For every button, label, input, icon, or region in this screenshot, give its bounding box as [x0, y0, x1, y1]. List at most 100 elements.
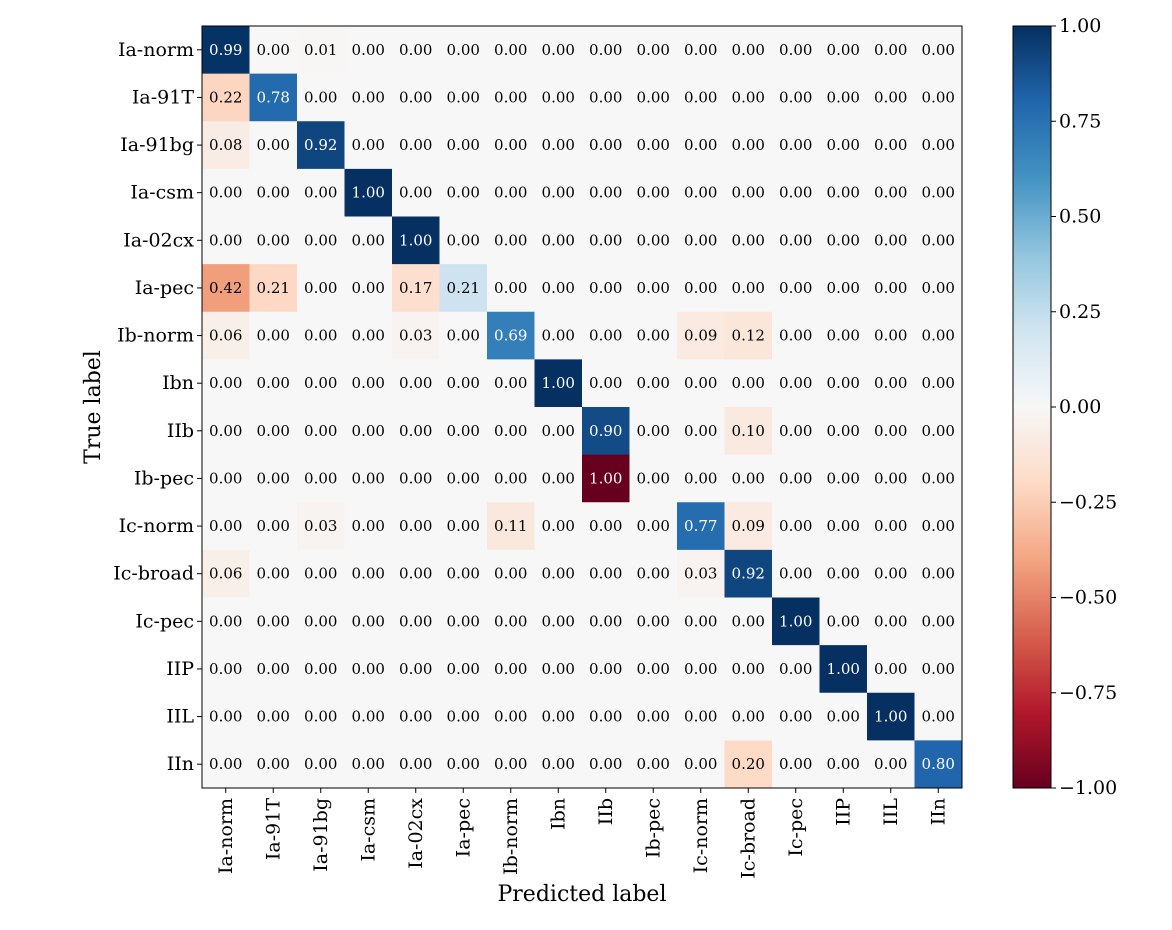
cell-value-label: 0.00: [542, 327, 575, 345]
cell-value-label: 0.00: [922, 136, 955, 154]
cell-value-label: 0.00: [874, 41, 907, 59]
heatmap-cell: [724, 168, 773, 217]
cell-value-label: 0.00: [779, 517, 812, 535]
heatmap-cell: [487, 73, 535, 122]
heatmap-cell: [677, 264, 725, 313]
heatmap-cell: [202, 216, 250, 265]
heatmap-cell: [582, 740, 630, 789]
cell-value-label: 0.00: [257, 184, 290, 202]
cell-value-label: 0.00: [827, 327, 860, 345]
heatmap-cell: [724, 264, 773, 313]
heatmap-cell: [914, 645, 963, 694]
heatmap-cell: [439, 645, 488, 694]
cell-value-label: 0.00: [494, 41, 527, 59]
cell-value-label: 0.00: [494, 469, 527, 487]
cell-value-label: 0.00: [684, 660, 717, 678]
heatmap-cell: [724, 407, 773, 456]
cell-value-label: 0.00: [352, 469, 385, 487]
cell-value-label: 0.00: [637, 422, 670, 440]
heatmap-cell: [582, 311, 630, 360]
heatmap-cell: [439, 407, 488, 456]
heatmap-cell: [867, 26, 915, 75]
cell-value-label: 0.00: [684, 612, 717, 630]
cell-value-label: 0.00: [922, 374, 955, 392]
heatmap-cell: [534, 692, 583, 741]
cell-value-label: 0.00: [447, 136, 480, 154]
heatmap-cell: [582, 645, 630, 694]
heatmap-cell: [534, 454, 583, 503]
heatmap-cell: [439, 740, 488, 789]
cell-value-label: 0.00: [827, 422, 860, 440]
heatmap-cell: [297, 454, 345, 503]
cell-value-label: 0.00: [779, 136, 812, 154]
cell-value-label: 0.00: [922, 88, 955, 106]
heatmap-cell: [582, 264, 630, 313]
cell-value-label: 0.21: [257, 279, 290, 297]
heatmap-cell: [534, 549, 583, 598]
cell-value-label: 0.00: [399, 755, 432, 773]
x-tick-label: Ib-norm: [500, 798, 522, 875]
colorbar-ticks: 1.00 0.75 0.50 0.25 0.00 −0.25 −0.50 −0.75 −1.00: [1051, 15, 1117, 799]
cell-value-label: 0.00: [542, 612, 575, 630]
heatmap-cell: [629, 645, 678, 694]
cell-value-label: 0.00: [399, 660, 432, 678]
cell-value-label: 0.00: [827, 374, 860, 392]
heatmap-cell: [772, 549, 820, 598]
cell-value-label: 0.00: [827, 231, 860, 249]
colorbar-tick-label: 0.50: [1059, 206, 1101, 228]
cell-value-label: 1.00: [827, 660, 860, 678]
cell-value-label: 0.00: [447, 374, 480, 392]
heatmap-cell: [534, 645, 583, 694]
heatmap-cell: [439, 216, 488, 265]
cell-value-label: 0.99: [209, 41, 242, 59]
cell-value-label: 0.00: [494, 708, 527, 726]
colorbar-tick-label: 1.00: [1059, 15, 1101, 37]
cell-value-label: 0.00: [922, 660, 955, 678]
heatmap-cell: [772, 502, 820, 551]
heatmap-cell: [249, 73, 298, 122]
cell-value-label: 0.00: [589, 612, 622, 630]
cell-value-label: 0.00: [637, 327, 670, 345]
heatmap-cell: [487, 264, 535, 313]
heatmap-cell: [344, 740, 393, 789]
cell-value-label: 0.00: [684, 374, 717, 392]
heatmap-cell: [772, 692, 820, 741]
cell-value-label: 0.00: [684, 422, 717, 440]
y-tick-label: Ia-02cx: [123, 229, 194, 251]
heatmap-cell: [914, 26, 963, 75]
heatmap-cell: [914, 502, 963, 551]
heatmap-cell: [772, 645, 820, 694]
heatmap-cell: [249, 645, 298, 694]
cell-value-label: 0.00: [684, 184, 717, 202]
cell-value-label: 0.00: [874, 755, 907, 773]
cell-value-label: 0.00: [637, 279, 670, 297]
heatmap-cell: [867, 359, 915, 408]
heatmap-cell: [772, 407, 820, 456]
heatmap-cell: [914, 407, 963, 456]
cell-value-label: 0.00: [684, 88, 717, 106]
cell-value-label: 0.00: [779, 422, 812, 440]
cell-value-label: 0.00: [827, 755, 860, 773]
cell-value-label: 0.00: [732, 374, 765, 392]
heatmap-cell: [392, 311, 440, 360]
cell-value-label: 0.00: [399, 136, 432, 154]
heatmap-cell: [724, 311, 773, 360]
cell-value-label: 0.92: [304, 136, 337, 154]
heatmap-cell: [819, 454, 868, 503]
cell-value-label: 0.00: [494, 231, 527, 249]
heatmap-cell: [297, 216, 345, 265]
heatmap-cell: [819, 216, 868, 265]
colorbar-tick-label: −1.00: [1059, 777, 1117, 799]
heatmap-cell: [202, 454, 250, 503]
x-tick-label: Ibn: [547, 798, 569, 830]
cell-value-label: 0.00: [352, 660, 385, 678]
heatmap-cell: [819, 121, 868, 170]
heatmap-cell: [392, 359, 440, 408]
cell-value-label: 0.00: [589, 88, 622, 106]
heatmap-cell: [867, 121, 915, 170]
heatmap-cell: [534, 740, 583, 789]
heatmap-cell: [914, 311, 963, 360]
heatmap-cell: [582, 454, 630, 503]
heatmap-cell: [677, 216, 725, 265]
